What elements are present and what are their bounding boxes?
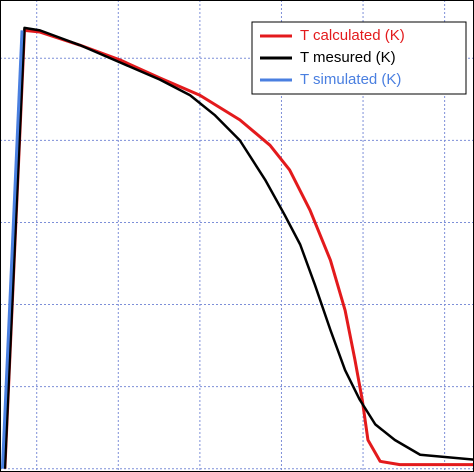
legend-label: T calculated (K) [300,27,405,44]
series-line [3,28,474,469]
legend-label: T mesured (K) [300,49,396,66]
legend: T calculated (K) T mesured (K) T simulated… [251,21,467,95]
series-line [0,30,24,469]
legend-label: T simulated (K) [300,71,401,88]
series-line [3,26,474,469]
